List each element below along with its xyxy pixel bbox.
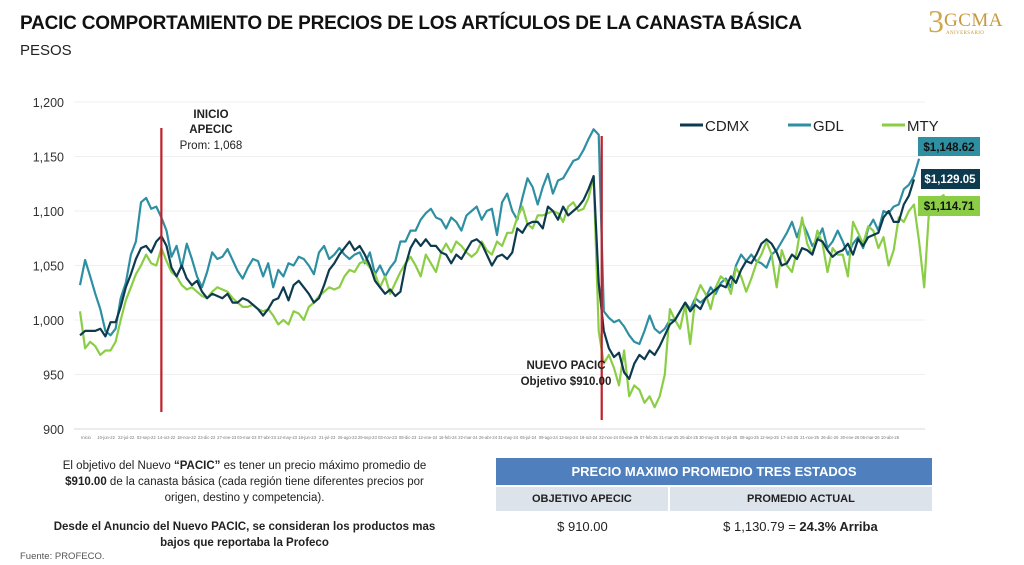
- x-tick-label: 18-oct-24: [580, 435, 598, 440]
- price-table-header: PRECIO MAXIMO PROMEDIO TRES ESTADOS: [496, 458, 932, 485]
- legend-label-mty: MTY: [907, 118, 939, 135]
- x-tick-label: 12-ene-24: [418, 435, 438, 440]
- x-tick-label: 22-jul-22: [118, 435, 135, 440]
- price-summary-table: PRECIO MAXIMO PROMEDIO TRES ESTADOS OBJE…: [496, 458, 932, 541]
- x-tick-label: 03-mar-23: [237, 435, 257, 440]
- x-tick-label: 21-mar-25: [659, 435, 679, 440]
- x-tick-label: 05-jul-24: [520, 435, 537, 440]
- x-tick-label: 18-nov-22: [177, 435, 197, 440]
- x-tick-label: 09-ago-24: [539, 435, 559, 440]
- legend-label-cdmx: CDMX: [705, 118, 749, 135]
- x-tick-label: 14-oct-22: [158, 435, 176, 440]
- desc-bold-target: $910.00: [65, 476, 107, 488]
- annotation-inicio-line1: INICIO: [193, 109, 228, 121]
- x-tick-label: 30-may-25: [699, 435, 720, 440]
- x-tick-label: 02-sep-22: [137, 435, 157, 440]
- y-tick-label: 900: [43, 423, 64, 437]
- series-line-mty: [78, 175, 946, 409]
- logo-tagline: ANIVERSARIO: [946, 31, 985, 36]
- x-tick-label: Inicio: [81, 435, 91, 440]
- y-tick-label: 1,200: [33, 96, 64, 110]
- source-note: Fuente: PROFECO.: [20, 551, 105, 562]
- end-label-mty: $1,114.71: [924, 201, 975, 213]
- company-logo: 3 GCMA ANIVERSARIO: [928, 4, 1018, 40]
- x-tick-label: 22-nov-24: [599, 435, 619, 440]
- x-tick-label: 12-may-23: [277, 435, 298, 440]
- x-axis-ticks: Inicio 10-jun-22 22-jul-22 02-sep-22 14-oct-…: [81, 435, 900, 440]
- desc-bold-pacic: “PACIC”: [173, 460, 221, 472]
- x-tick-label: 06-mar-26: [860, 435, 880, 440]
- x-tick-label: 04-jul-25: [721, 435, 738, 440]
- x-tick-label: 12-sep-25: [760, 435, 780, 440]
- page-subtitle: PESOS: [20, 42, 72, 59]
- x-tick-label: 31-may-24: [498, 435, 519, 440]
- x-tick-label: 03-ene-25: [619, 435, 639, 440]
- x-tick-label: 26-abr-24: [479, 435, 498, 440]
- desc-text-1: El objetivo del Nuevo: [62, 460, 174, 472]
- x-tick-label: 30-ene-26: [840, 435, 860, 440]
- end-label-box-gdl: [918, 137, 980, 156]
- price-table-col-current: PROMEDIO ACTUAL: [667, 487, 932, 511]
- chart-legend: CDMX GDL MTY: [680, 118, 939, 135]
- price-table-current-value: $ 1,130.79 =: [723, 518, 800, 534]
- x-tick-label: 25-abr-25: [680, 435, 699, 440]
- x-tick-label: 21-nov-25: [800, 435, 820, 440]
- x-tick-label: 25-ago-23: [338, 435, 358, 440]
- price-table-target-value: $ 910.00: [557, 518, 608, 534]
- x-tick-label: 21-jul-23: [319, 435, 336, 440]
- pacic-emphasis-note: Desde el Anuncio del Nuevo PACIC, se con…: [53, 521, 436, 549]
- y-tick-label: 1,100: [33, 205, 64, 219]
- series-line-gdl: [78, 128, 921, 346]
- x-tick-label: 10-abr-26: [881, 435, 900, 440]
- gridlines: [74, 101, 925, 430]
- annotation-nuevo-line1: NUEVO PACIC: [526, 360, 605, 372]
- y-tick-label: 1,150: [33, 151, 64, 165]
- x-tick-label: 23-dic-22: [198, 435, 216, 440]
- price-table-current-cell: $ 1,130.79 = 24.3% Arriba: [669, 511, 932, 541]
- x-tick-label: 03-nov-23: [378, 435, 398, 440]
- x-tick-label: 07-feb-25: [640, 435, 659, 440]
- x-tick-label: 07-abr-23: [258, 435, 277, 440]
- annotation-inicio-avg: Prom: 1,068: [180, 140, 243, 152]
- x-tick-label: 27-ene-23: [217, 435, 237, 440]
- annotation-inicio-line2: APECIC: [189, 124, 232, 136]
- price-table-col-target: OBJETIVO APECIC: [496, 487, 669, 511]
- price-line-chart: 900 950 1,000 1,050 1,100 1,150 1,200 Inicio 10…: [33, 96, 980, 440]
- desc-text-2: es tener un precio máximo promedio de: [220, 460, 427, 472]
- y-tick-label: 950: [43, 369, 64, 383]
- legend-label-gdl: GDL: [813, 118, 844, 135]
- x-tick-label: 16-feb-24: [439, 435, 458, 440]
- x-tick-label: 08-ago-25: [740, 435, 760, 440]
- x-tick-label: 10-jun-22: [97, 435, 115, 440]
- pacic-description: El objetivo del Nuevo “PACIC” es tener u…: [52, 458, 437, 506]
- x-tick-label: 08-dic-23: [399, 435, 417, 440]
- x-tick-label: 17-oct-25: [781, 435, 799, 440]
- logo-brand: GCMA: [944, 10, 1004, 31]
- annotation-nuevo-line2: Objetivo $910.00: [521, 376, 612, 388]
- end-label-cdmx: $1,129.05: [924, 174, 976, 186]
- x-tick-label: 29-sep-23: [358, 435, 378, 440]
- y-tick-label: 1,050: [33, 260, 64, 274]
- desc-text-3: de la canasta básica (cada región tiene …: [106, 476, 424, 504]
- logo-number: 3: [928, 3, 944, 39]
- x-tick-label: 13-sep-24: [559, 435, 579, 440]
- end-label-gdl: $1,148.62: [923, 142, 974, 154]
- x-tick-label: 16-jun-23: [298, 435, 316, 440]
- x-tick-label: 26-dic-25: [821, 435, 839, 440]
- series-lines: [78, 128, 946, 409]
- price-table-difference: 24.3% Arriba: [799, 518, 878, 534]
- y-axis-ticks: 900 950 1,000 1,050 1,100 1,150 1,200: [33, 96, 64, 437]
- series-line-cdmx: [79, 175, 916, 380]
- x-tick-label: 22-mar-24: [458, 435, 478, 440]
- end-label-box-mty: [918, 196, 980, 216]
- end-label-box-cdmx: [921, 169, 980, 189]
- y-tick-label: 1,000: [33, 314, 64, 328]
- page-title: PACIC COMPORTAMIENTO DE PRECIOS DE LOS A…: [20, 13, 802, 34]
- end-value-labels: $1,148.62 $1,129.05 $1,114.71: [918, 137, 980, 216]
- reference-lines: [160, 128, 603, 420]
